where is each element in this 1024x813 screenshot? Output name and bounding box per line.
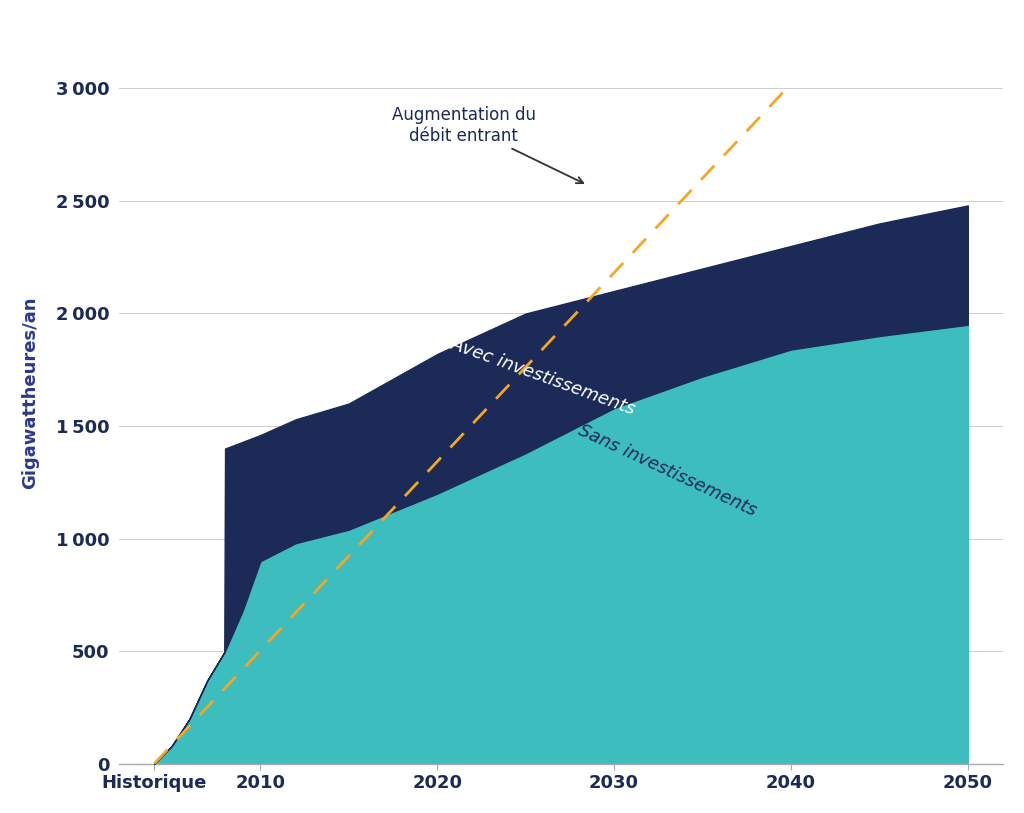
- Text: Avec investissements: Avec investissements: [449, 335, 638, 419]
- Text: Augmentation du
débit entrant: Augmentation du débit entrant: [392, 106, 584, 183]
- Text: Sans investissements: Sans investissements: [575, 422, 759, 520]
- Y-axis label: Gigawattheures/an: Gigawattheures/an: [20, 296, 39, 489]
